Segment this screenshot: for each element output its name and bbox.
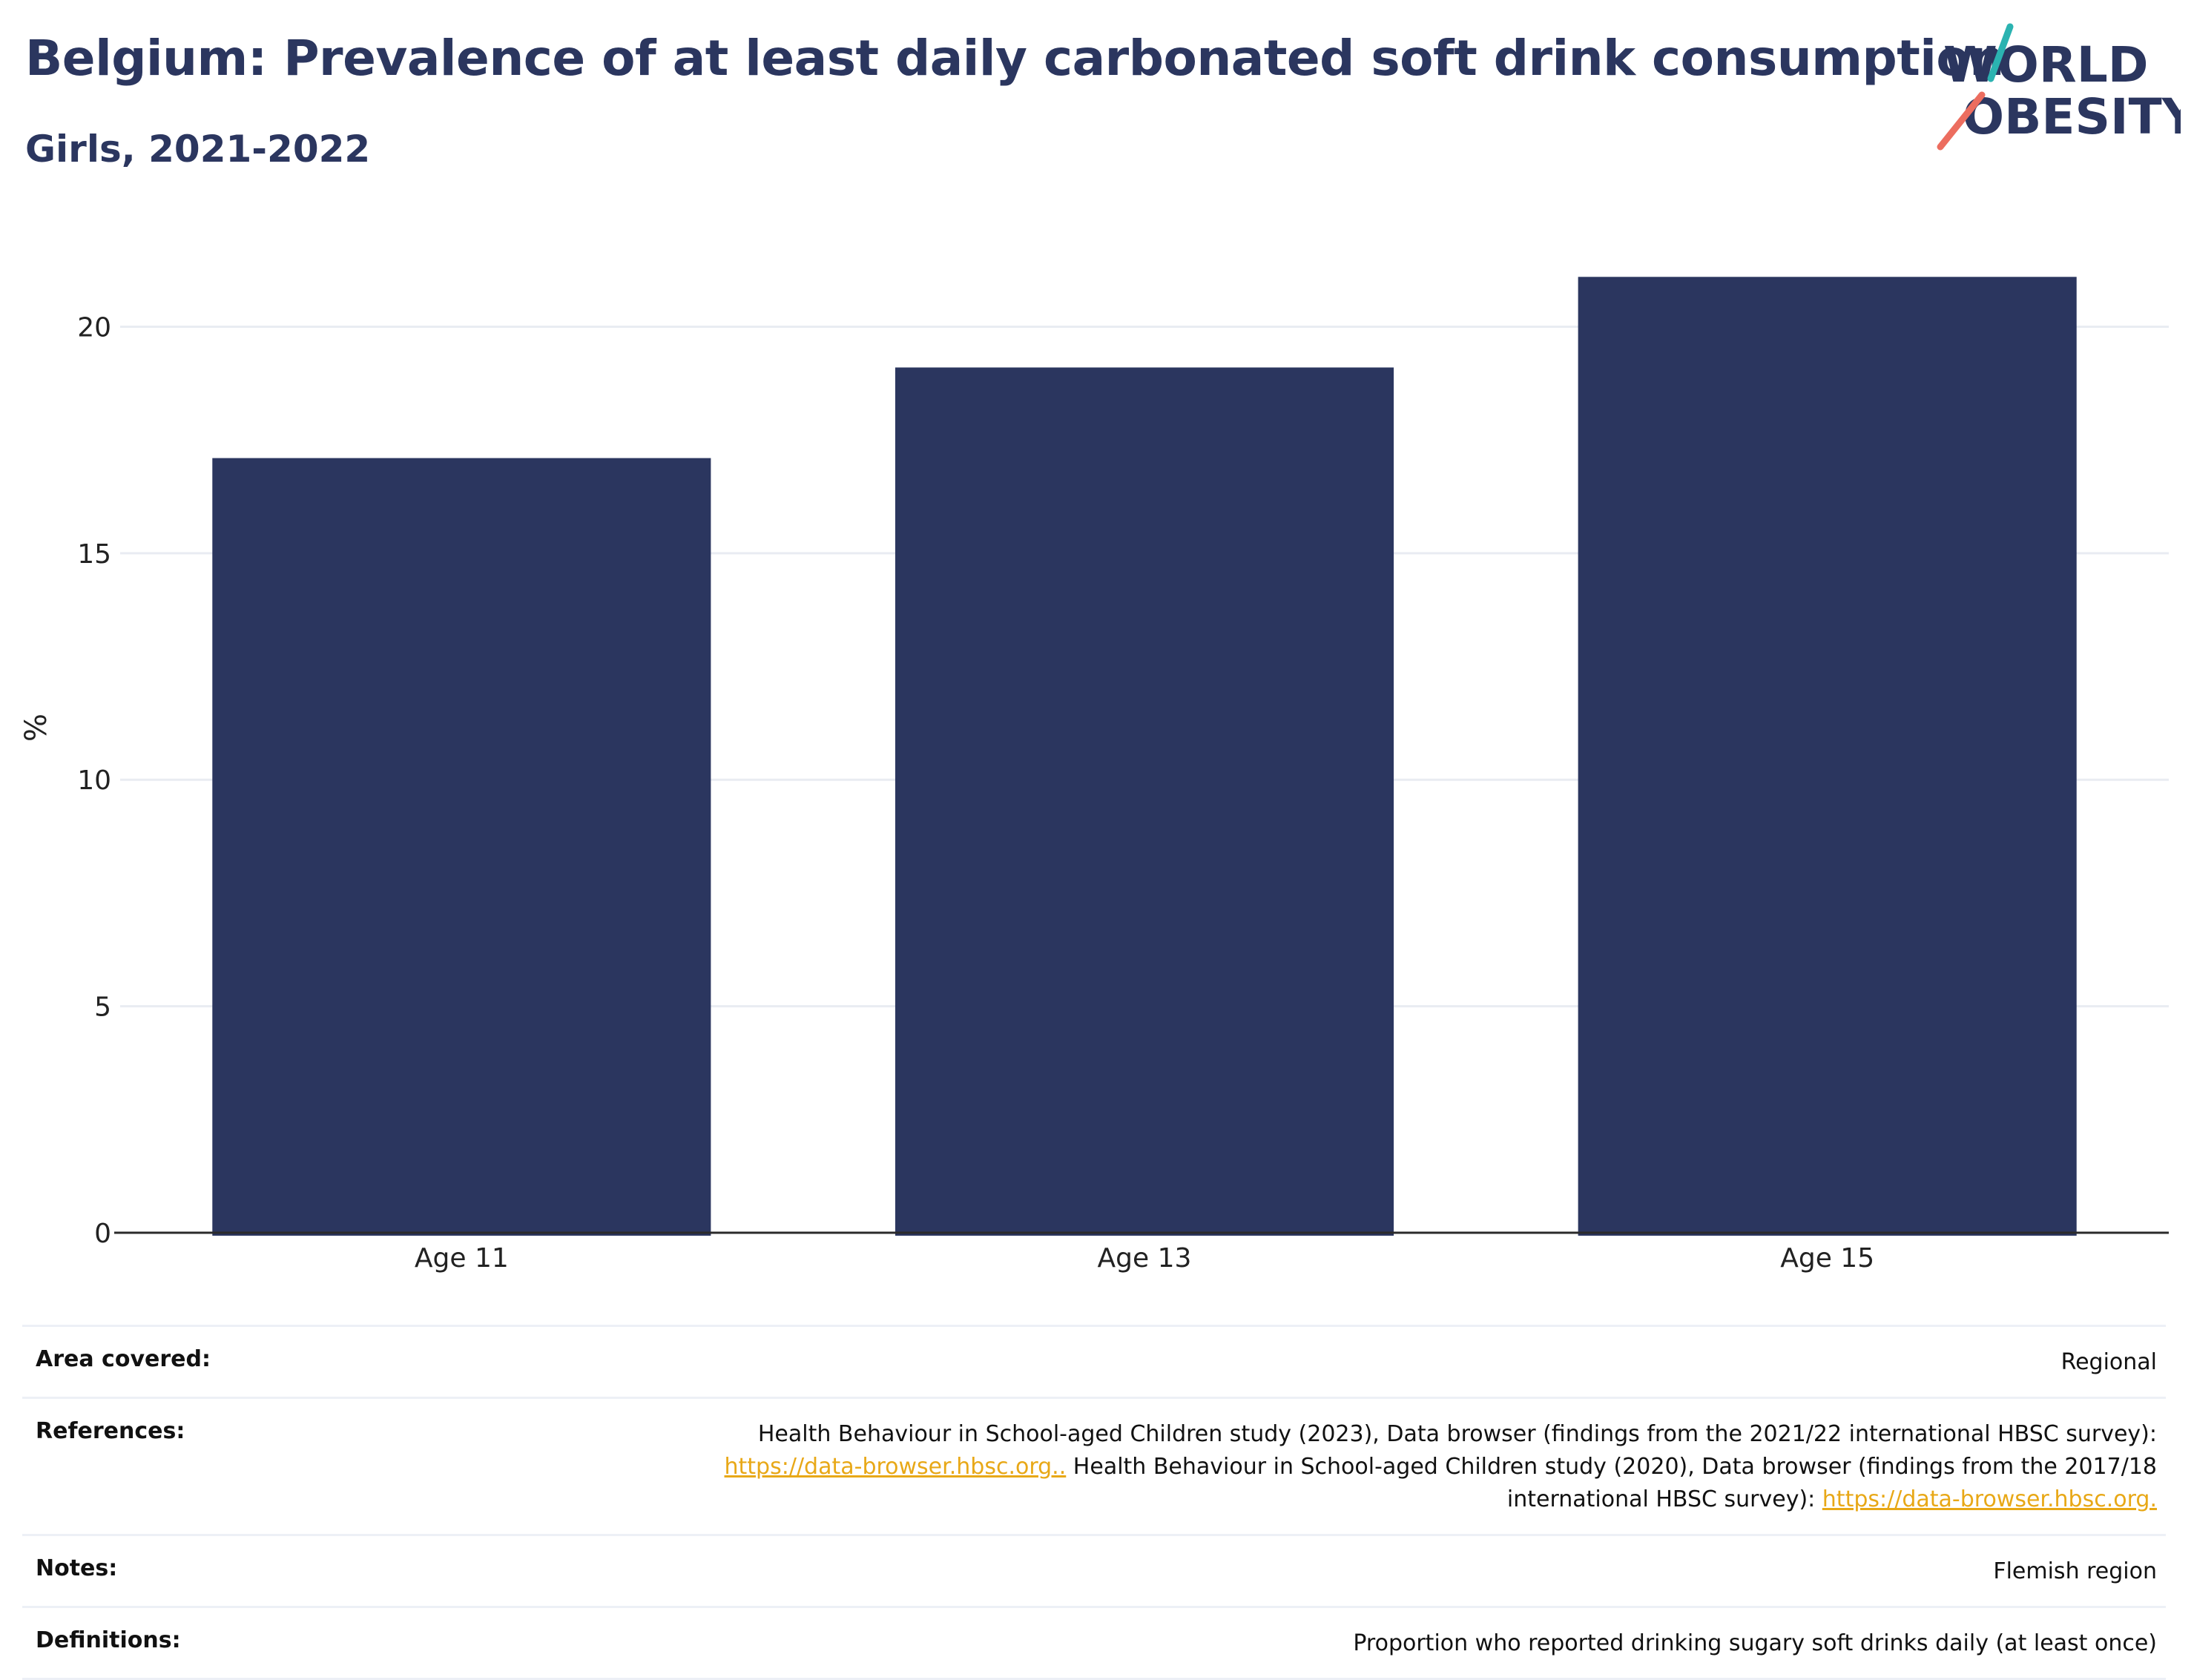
- y-tick-label-5: 5: [94, 992, 111, 1023]
- logo-text-obesity: OBESITY: [1963, 88, 2181, 145]
- bar-age-13: [895, 367, 1394, 1236]
- x-tick-label-age-11: Age 11: [415, 1243, 509, 1274]
- info-row-references: References: Health Behaviour in School-a…: [22, 1399, 2166, 1536]
- logo-coral-stroke: [1937, 91, 1986, 151]
- x-axis-ticks: Age 11 Age 13 Age 15: [415, 1243, 1874, 1274]
- references-text-1: Health Behaviour in School-aged Children…: [757, 1421, 2157, 1447]
- world-obesity-logo: WORLD OBESITY: [1937, 23, 2181, 151]
- references-text-2: Health Behaviour in School-aged Children…: [1066, 1454, 2157, 1480]
- notes-label: Notes:: [36, 1555, 118, 1581]
- area-value: Regional: [2060, 1349, 2157, 1375]
- info-row-notes: Notes: Flemish region: [22, 1536, 2166, 1608]
- notes-value: Flemish region: [1993, 1558, 2157, 1584]
- bars: [212, 277, 2077, 1236]
- bar-chart: 0 5 10 15 20 Age 11 Age 13 Age 15 %: [19, 277, 2169, 1274]
- references-value: Health Behaviour in School-aged Children…: [725, 1418, 2157, 1516]
- y-axis-title: %: [19, 714, 53, 742]
- y-tick-label-20: 20: [77, 312, 111, 343]
- references-link-2[interactable]: https://data-browser.hbsc.org.: [1822, 1486, 2157, 1512]
- y-tick-label-10: 10: [77, 765, 111, 796]
- chart-subtitle: Girls, 2021-2022: [25, 128, 371, 171]
- y-tick-label-0: 0: [94, 1219, 111, 1249]
- area-label: Area covered:: [36, 1346, 211, 1372]
- references-label: References:: [36, 1418, 185, 1444]
- x-tick-label-age-13: Age 13: [1098, 1243, 1192, 1274]
- bar-age-11: [212, 458, 711, 1236]
- definitions-label: Definitions:: [36, 1627, 181, 1653]
- logo-teal-stroke: [1987, 23, 2014, 82]
- references-text-3: international HBSC survey):: [1506, 1486, 1822, 1512]
- chart-title: Belgium: Prevalence of at least daily ca…: [25, 30, 2004, 87]
- bar-age-15: [1578, 277, 2077, 1236]
- info-row-area: Area covered: Regional: [22, 1327, 2166, 1399]
- references-link-1[interactable]: https://data-browser.hbsc.org..: [724, 1454, 1067, 1480]
- definitions-value: Proportion who reported drinking sugary …: [1353, 1630, 2157, 1656]
- info-row-definitions: Definitions: Proportion who reported dri…: [22, 1608, 2166, 1680]
- logo-text-world: WORLD: [1943, 36, 2149, 93]
- y-tick-label-15: 15: [77, 539, 111, 570]
- x-tick-label-age-15: Age 15: [1780, 1243, 1874, 1274]
- y-axis-ticks: 0 5 10 15 20: [77, 312, 111, 1249]
- info-table: Area covered: Regional References: Healt…: [22, 1325, 2166, 1680]
